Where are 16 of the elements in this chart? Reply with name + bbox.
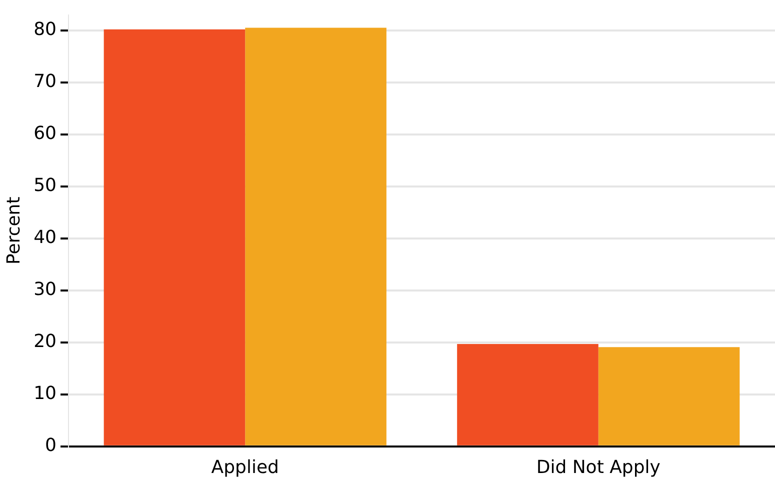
y-tick-label: 70 — [34, 71, 57, 92]
y-tick-label: 0 — [45, 435, 57, 456]
y-tick-label: 10 — [34, 383, 57, 404]
y-tick-label: 30 — [34, 279, 57, 300]
bar — [457, 344, 598, 446]
y-axis-title: Percent — [3, 196, 24, 264]
x-tick-label: Did Not Apply — [536, 456, 661, 478]
bar — [245, 28, 386, 446]
y-tick-label: 50 — [34, 175, 57, 196]
bar — [104, 29, 246, 446]
x-tick-label: Applied — [211, 456, 279, 478]
y-tick-label: 80 — [34, 19, 57, 40]
y-tick-label: 60 — [34, 123, 57, 144]
y-tick-label: 20 — [34, 331, 57, 352]
bar — [598, 347, 740, 446]
y-tick-label: 40 — [34, 227, 57, 248]
